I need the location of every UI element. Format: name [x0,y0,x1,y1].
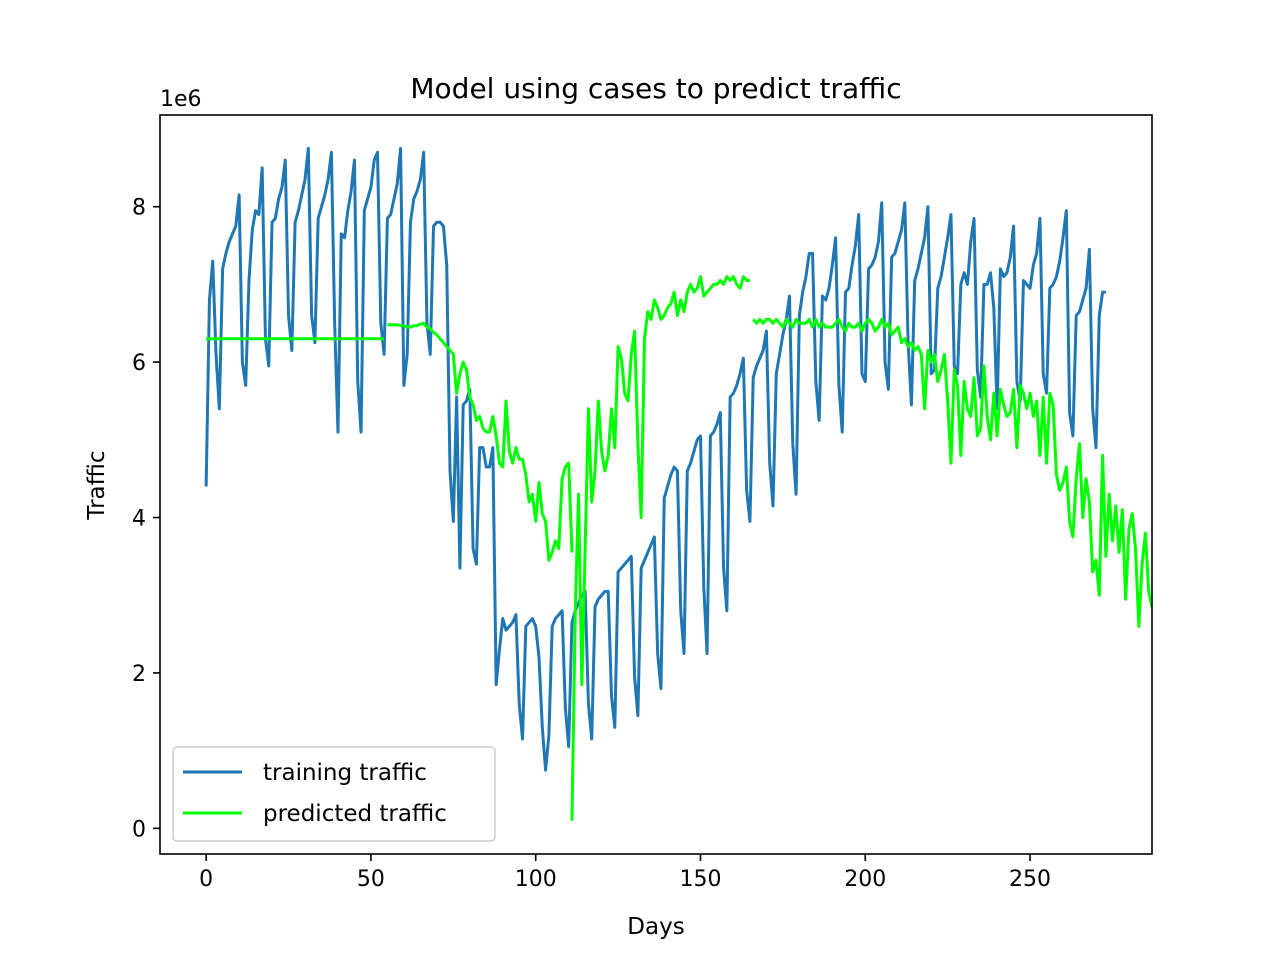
x-axis-ticks: 0 50 100 150 200 250 [199,854,1051,892]
legend-box [172,746,496,842]
y-axis-ticks: 0 2 4 6 8 [132,196,160,842]
x-tick-label: 150 [679,867,721,892]
y-axis-label: Traffic [84,450,110,520]
y-tick-label: 6 [132,351,146,376]
series-line-predicted-segment-4 [752,317,1152,628]
series-line-predicted-segment-2 [387,321,574,562]
series-line-predicted-segment-3 [570,275,750,821]
plot-area-frame [159,114,1153,855]
x-tick-label: 100 [515,867,557,892]
legend-label-predicted: predicted traffic [263,801,447,827]
y-tick-label: 4 [132,507,146,532]
x-tick-label: 0 [199,867,213,892]
x-axis-label: Days [627,914,684,940]
y-offset-label: 1e6 [160,87,202,112]
y-tick-label: 0 [132,817,146,842]
y-tick-label: 2 [132,662,146,687]
x-tick-label: 200 [844,867,886,892]
series-line-training [204,146,1106,772]
x-tick-label: 250 [1009,867,1051,892]
legend-label-training: training traffic [263,760,427,786]
x-tick-label: 50 [357,867,385,892]
chart-title: Model using cases to predict traffic [410,72,901,105]
y-tick-label: 8 [132,196,146,221]
legend: training traffic predicted traffic [172,746,496,842]
